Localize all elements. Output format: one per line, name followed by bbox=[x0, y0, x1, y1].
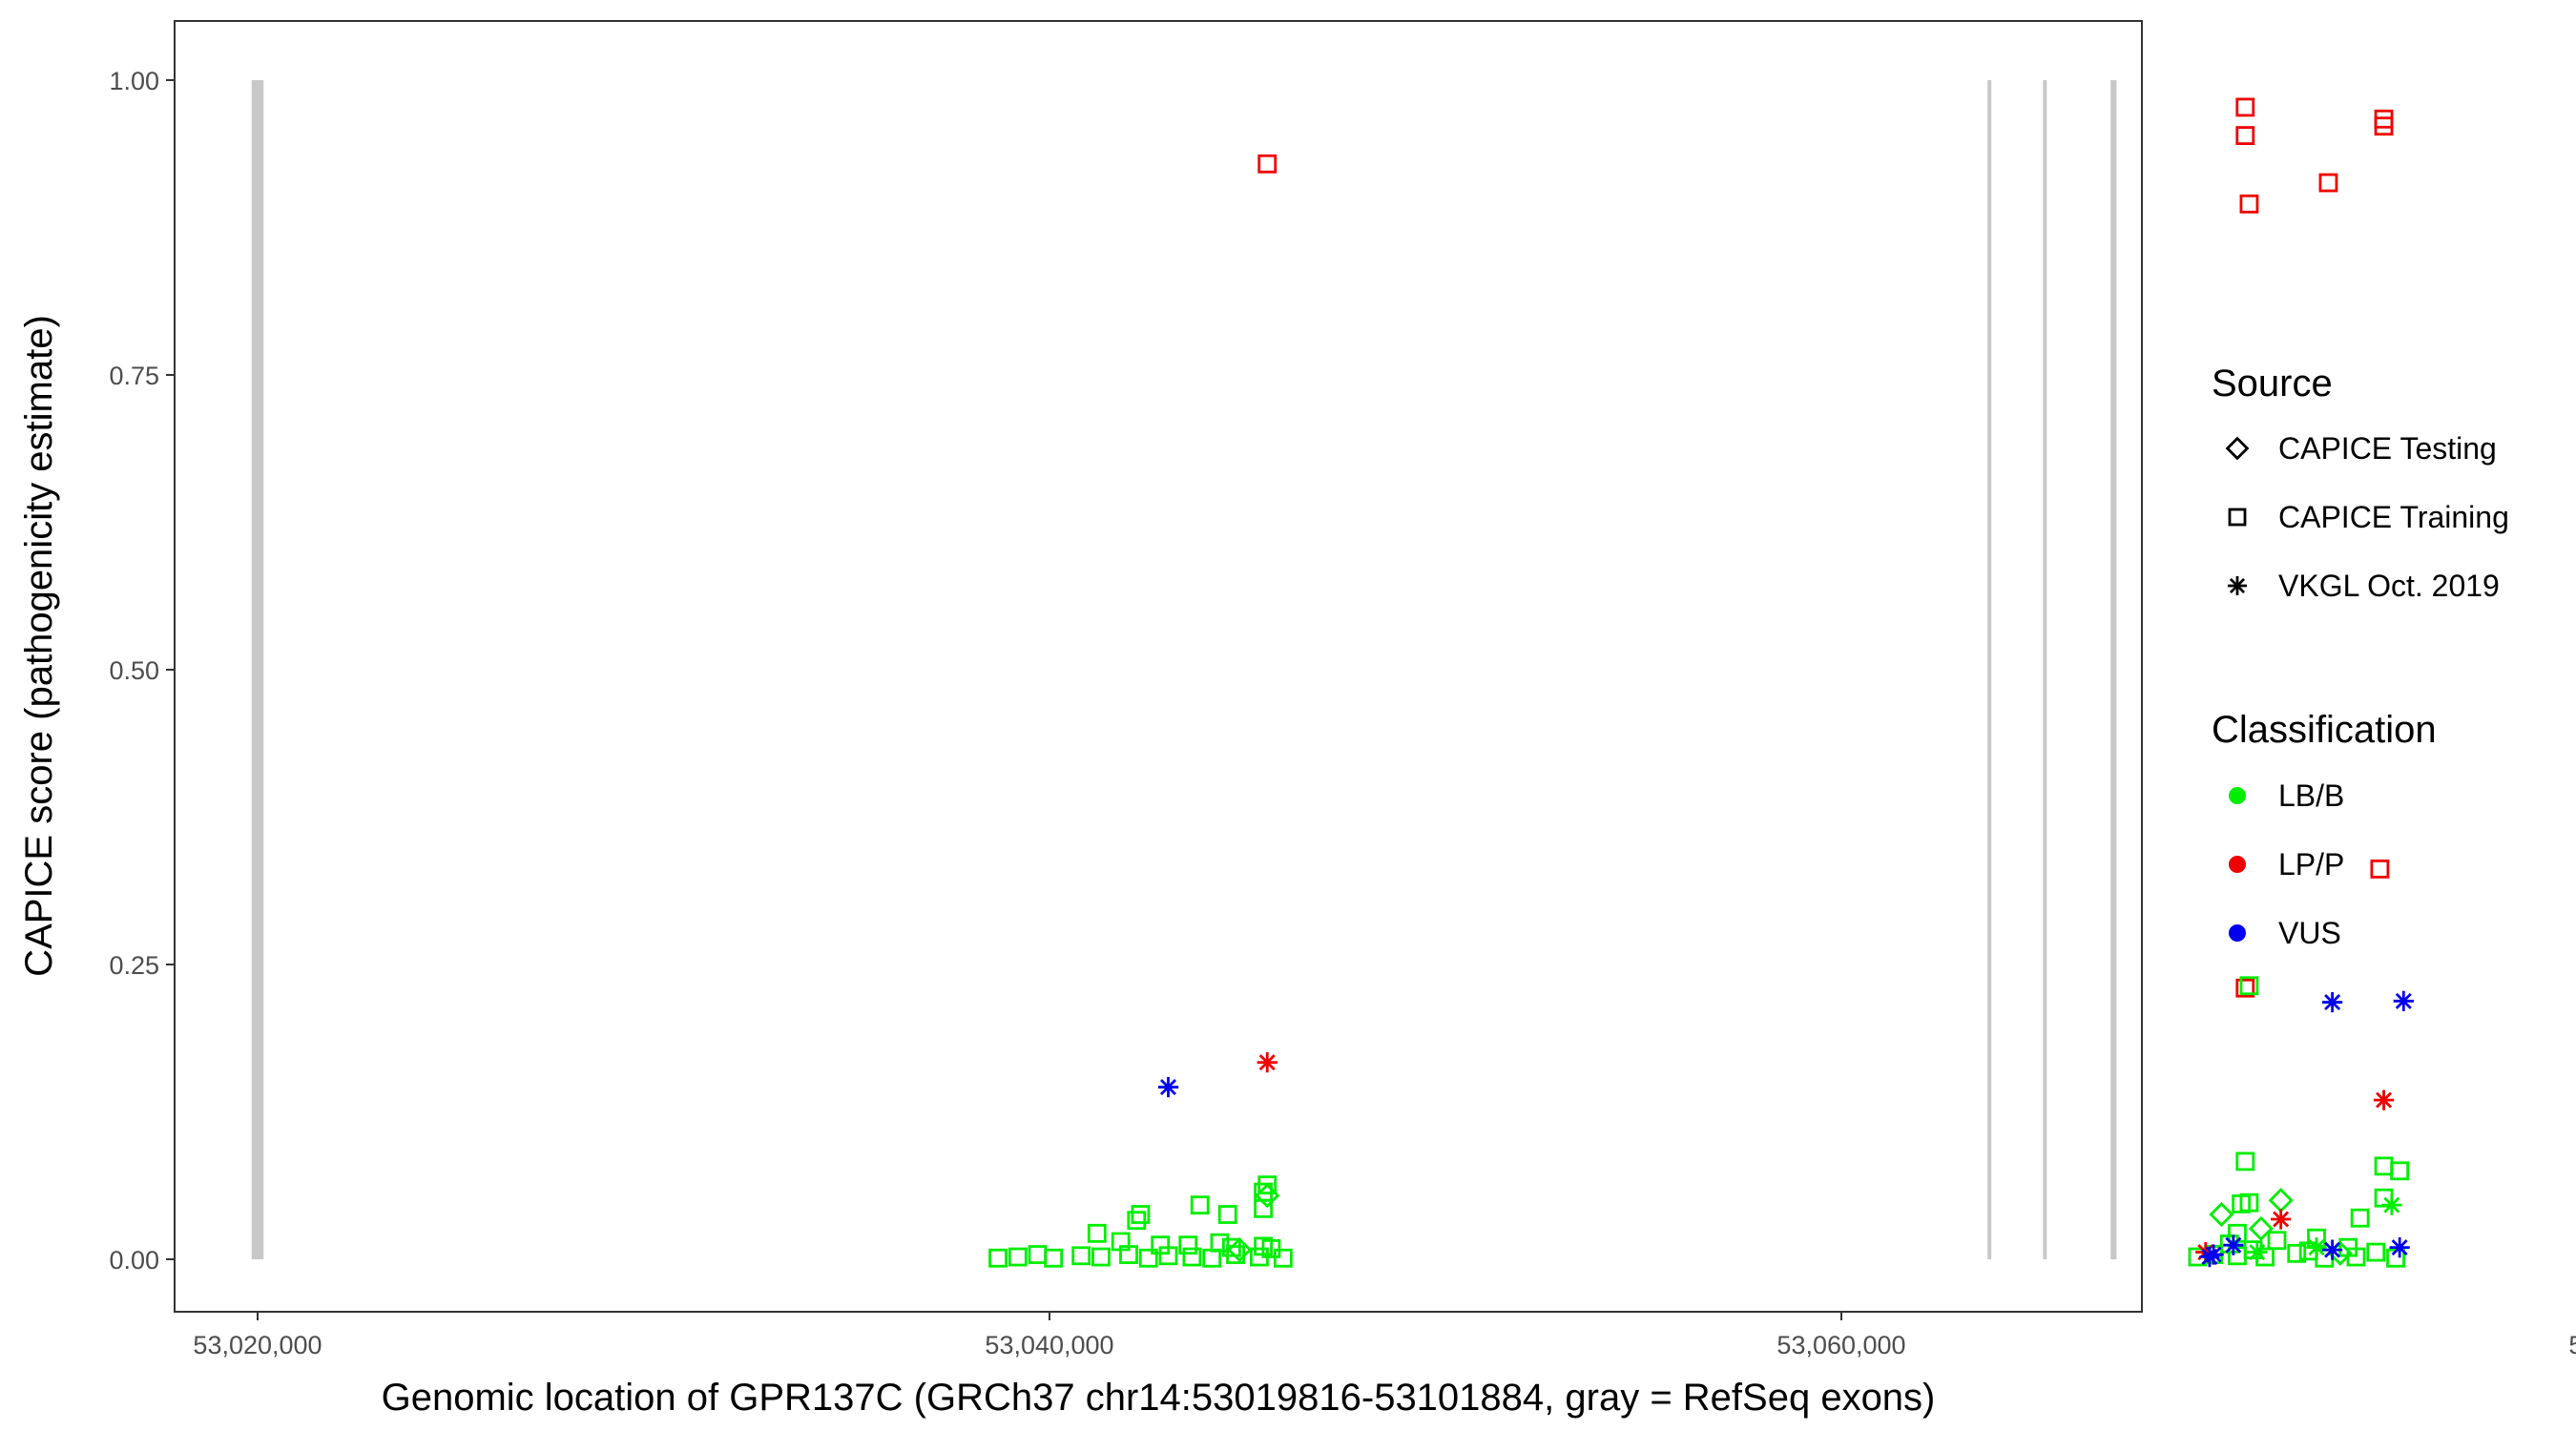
plot-panel-border bbox=[174, 20, 2143, 1313]
data-points bbox=[988, 97, 2414, 1268]
data-point bbox=[2374, 116, 2394, 136]
axes: 53,020,000 53,040,000 53,060,000 53,080,000… bbox=[109, 67, 2576, 1359]
data-point bbox=[2247, 1241, 2268, 1263]
exon-band bbox=[1987, 80, 1992, 1259]
exon-layer bbox=[251, 80, 2117, 1259]
y-axis-title: CAPICE score (pathogenicity estimate) bbox=[18, 315, 60, 977]
data-point bbox=[2389, 1237, 2410, 1258]
data-point bbox=[1119, 1245, 1138, 1264]
data-point bbox=[1190, 1195, 1210, 1215]
legend-source-label: CAPICE Training bbox=[2278, 500, 2509, 534]
data-point bbox=[2366, 1242, 2386, 1262]
data-point bbox=[2287, 1243, 2307, 1263]
data-point bbox=[1157, 1076, 1179, 1098]
data-point bbox=[2235, 1151, 2255, 1172]
x-axis-title: Genomic location of GPR137C (GRCh37 chr1… bbox=[382, 1377, 1936, 1419]
legend-source-key bbox=[2225, 436, 2250, 461]
legend-class-key bbox=[2229, 924, 2246, 942]
data-point bbox=[2199, 1246, 2220, 1268]
data-point bbox=[2373, 1089, 2395, 1110]
data-point bbox=[1044, 1248, 1064, 1268]
exon-band bbox=[2043, 80, 2047, 1259]
y-tick-label: 1.00 bbox=[109, 67, 159, 95]
exon-band bbox=[251, 80, 264, 1259]
data-point bbox=[2381, 1194, 2402, 1215]
legend-class-label: VUS bbox=[2278, 916, 2341, 950]
data-point bbox=[1273, 1248, 1293, 1268]
data-point bbox=[1091, 1247, 1111, 1267]
data-point bbox=[1127, 1211, 1147, 1231]
data-point bbox=[2393, 990, 2414, 1011]
legend-class-label: LP/P bbox=[2278, 847, 2344, 881]
data-point bbox=[2267, 1231, 2287, 1251]
y-tick-label: 0.25 bbox=[109, 951, 159, 980]
y-tick-label: 0.50 bbox=[109, 656, 159, 685]
x-tick-label: 53,080,000 bbox=[2568, 1331, 2576, 1359]
data-point bbox=[1257, 1051, 1278, 1073]
x-tick-label: 53,020,000 bbox=[193, 1331, 322, 1359]
y-tick-label: 0.00 bbox=[109, 1246, 159, 1275]
data-point bbox=[2390, 1161, 2410, 1181]
x-tick-label: 53,040,000 bbox=[985, 1331, 1113, 1359]
data-point bbox=[2306, 1237, 2327, 1258]
data-point bbox=[1257, 154, 1278, 174]
data-point bbox=[1158, 1246, 1178, 1266]
data-point bbox=[1250, 1247, 1269, 1267]
data-point bbox=[1202, 1248, 1222, 1268]
data-point bbox=[1071, 1246, 1091, 1266]
data-point bbox=[2321, 1239, 2343, 1260]
data-point bbox=[1131, 1205, 1151, 1224]
data-point bbox=[988, 1248, 1008, 1268]
data-point bbox=[2321, 991, 2343, 1013]
data-point bbox=[2239, 194, 2259, 214]
data-point bbox=[2235, 978, 2255, 998]
data-point bbox=[2350, 1208, 2370, 1228]
data-point bbox=[1008, 1247, 1028, 1267]
data-point bbox=[2223, 1234, 2244, 1255]
data-point bbox=[2235, 97, 2255, 117]
legend-class-label: LB/B bbox=[2278, 778, 2344, 813]
data-point bbox=[2235, 126, 2255, 145]
data-point bbox=[2318, 173, 2338, 193]
data-point bbox=[1255, 1183, 1280, 1209]
legend-source-label: VKGL Oct. 2019 bbox=[2278, 569, 2500, 603]
legend: Source Classification CAPICE Testing CAPI… bbox=[2212, 363, 2509, 950]
legend-source-label: CAPICE Testing bbox=[2278, 431, 2497, 466]
legend-source-key bbox=[2228, 508, 2247, 527]
data-point bbox=[2239, 1192, 2259, 1213]
legend-class-key bbox=[2229, 787, 2246, 804]
data-point bbox=[2209, 1202, 2234, 1228]
data-point bbox=[2248, 1215, 2274, 1241]
legend-classification-title: Classification bbox=[2212, 709, 2437, 751]
data-point bbox=[2239, 976, 2259, 996]
data-point bbox=[2370, 859, 2390, 879]
data-point bbox=[1227, 1237, 1253, 1263]
exon-band bbox=[2110, 80, 2117, 1259]
legend-source-key bbox=[2228, 576, 2247, 595]
data-point bbox=[1178, 1235, 1198, 1255]
legend-class-key bbox=[2229, 856, 2246, 873]
data-point bbox=[1182, 1247, 1202, 1267]
data-point bbox=[1087, 1223, 1107, 1243]
data-point bbox=[2271, 1209, 2292, 1230]
y-tick-label: 0.75 bbox=[109, 362, 159, 390]
x-tick-label: 53,060,000 bbox=[1776, 1331, 1905, 1359]
data-point bbox=[1217, 1205, 1237, 1224]
data-point bbox=[1138, 1248, 1158, 1268]
legend-source-title: Source bbox=[2212, 363, 2333, 404]
